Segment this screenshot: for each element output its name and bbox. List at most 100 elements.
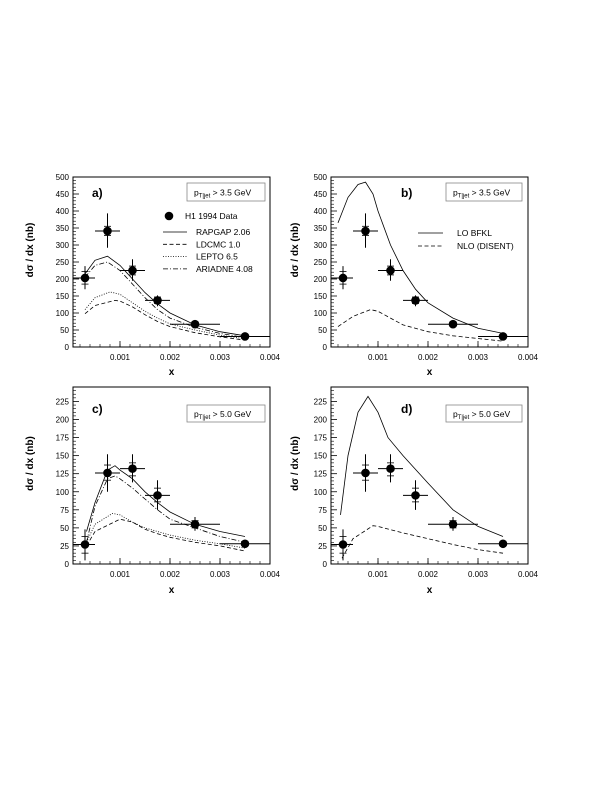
y-tick-label: 200: [56, 275, 70, 284]
x-tick-label: 0.001: [368, 353, 389, 362]
data-marker: [338, 540, 348, 549]
panel-label: a): [92, 186, 103, 200]
y-tick-label: 25: [318, 542, 327, 551]
series-line-lo-bfkl: [337, 181, 504, 334]
data-point: [73, 529, 95, 561]
plot-frame: [72, 386, 271, 565]
data-point: [120, 259, 145, 281]
cut-label-p: p: [194, 409, 199, 419]
y-tick-label: 0: [65, 560, 70, 569]
data-point: [170, 319, 220, 329]
data-point: [220, 539, 270, 549]
panel-d: 0 25 50 75 100 125 150 175 200 225 0.001 0.002 0.003…: [290, 386, 539, 596]
legend: H1 1994 Data RAPGAP 2.06 LDCMC 1.0 LEPTO 6.…: [163, 211, 253, 274]
plot-frame: [330, 386, 529, 565]
y-tick-label: 300: [314, 241, 328, 250]
data-marker: [240, 539, 250, 549]
x-tick-label: 0.003: [210, 353, 231, 362]
data-point: [428, 319, 478, 329]
y-tick-label: 450: [314, 190, 328, 199]
legend-label: LDCMC 1.0: [196, 239, 241, 249]
y-tick-label: 250: [314, 258, 328, 267]
legend-label: NLO (DISENT): [457, 241, 514, 251]
y-axis-label: dσ / dx (nb): [290, 223, 301, 278]
y-tick-label: 150: [56, 292, 70, 301]
legend-label: LEPTO 6.5: [196, 252, 238, 262]
data-point: [331, 266, 353, 290]
y-tick-label: 50: [60, 524, 69, 533]
panel-a: 0 50 100 150 200 250 300 350 400 450 500 0.001 0.002…: [25, 173, 281, 378]
data-marker: [190, 519, 200, 529]
data-point: [428, 517, 478, 531]
data-marker: [128, 464, 137, 473]
y-tick-label: 200: [56, 416, 70, 425]
series-line-rapgap-2-06: [86, 465, 246, 537]
x-axis-label: x: [169, 585, 175, 596]
x-tick-label: 0.004: [518, 570, 539, 579]
cut-label: pT|jet > 5.0 GeV: [453, 409, 511, 421]
legend-label: LO BFKL: [457, 228, 492, 238]
panel-b: 0 50 100 150 200 250 300 350 400 450 500 0.001 0.002…: [290, 173, 539, 378]
y-tick-label: 500: [56, 173, 70, 182]
series-line-rapgap-2-06: [84, 255, 246, 337]
y-tick-label: 350: [56, 224, 70, 233]
cut-label-subscript: T|jet: [199, 194, 211, 200]
data-point: [120, 454, 145, 483]
panel-label: c): [92, 402, 103, 416]
x-tick-label: 0.002: [160, 353, 181, 362]
x-tick-label: 0.001: [368, 570, 389, 579]
y-tick-label: 100: [314, 309, 328, 318]
x-tick-label: 0.003: [468, 570, 489, 579]
y-tick-label: 175: [314, 434, 328, 443]
x-tick-label: 0.002: [418, 353, 439, 362]
x-tick-label: 0.003: [210, 570, 231, 579]
y-tick-label: 300: [56, 241, 70, 250]
data-point: [403, 480, 428, 510]
y-tick-label: 500: [314, 173, 328, 182]
cut-label-p: p: [194, 188, 199, 198]
cut-label: pT|jet > 3.5 GeV: [194, 188, 252, 200]
x-axis-label: x: [169, 367, 175, 378]
cut-label-subscript: T|jet: [199, 415, 211, 421]
cut-label-box: [186, 404, 266, 423]
series-line-ariadne-4-08: [84, 261, 246, 338]
y-tick-label: 250: [56, 258, 70, 267]
legend-data-label: H1 1994 Data: [185, 211, 238, 221]
y-tick-label: 50: [60, 326, 69, 335]
cut-label: pT|jet > 3.5 GeV: [453, 188, 511, 200]
x-tick-label: 0.004: [260, 353, 281, 362]
data-point: [95, 454, 120, 492]
y-tick-label: 450: [56, 190, 70, 199]
data-point: [378, 454, 403, 483]
data-marker: [361, 468, 370, 478]
data-point: [478, 539, 528, 549]
y-tick-label: 225: [314, 397, 328, 406]
x-tick-label: 0.002: [418, 570, 439, 579]
x-tick-label: 0.004: [518, 353, 539, 362]
x-tick-label: 0.001: [110, 570, 131, 579]
cut-label-p: p: [453, 409, 458, 419]
x-tick-label: 0.002: [160, 570, 181, 579]
data-marker: [103, 226, 112, 236]
legend-label: ARIADNE 4.08: [196, 264, 253, 274]
y-tick-label: 100: [56, 488, 70, 497]
data-point: [170, 517, 220, 531]
y-tick-label: 400: [314, 207, 328, 216]
panel-label: d): [401, 402, 412, 416]
y-tick-label: 150: [314, 292, 328, 301]
plot-frame: [330, 176, 529, 348]
data-point: [353, 454, 378, 492]
y-tick-label: 200: [314, 275, 328, 284]
y-tick-label: 150: [56, 452, 70, 461]
cut-label-subscript: T|jet: [458, 194, 470, 200]
cut-label-box: [186, 182, 266, 202]
data-marker: [190, 319, 200, 329]
data-marker: [128, 266, 137, 275]
data-marker: [498, 332, 508, 341]
panel-label: b): [401, 186, 412, 200]
y-tick-label: 150: [314, 452, 328, 461]
legend-data-marker: [164, 211, 174, 221]
y-axis-label: dσ / dx (nb): [25, 223, 36, 278]
data-point: [353, 213, 378, 248]
